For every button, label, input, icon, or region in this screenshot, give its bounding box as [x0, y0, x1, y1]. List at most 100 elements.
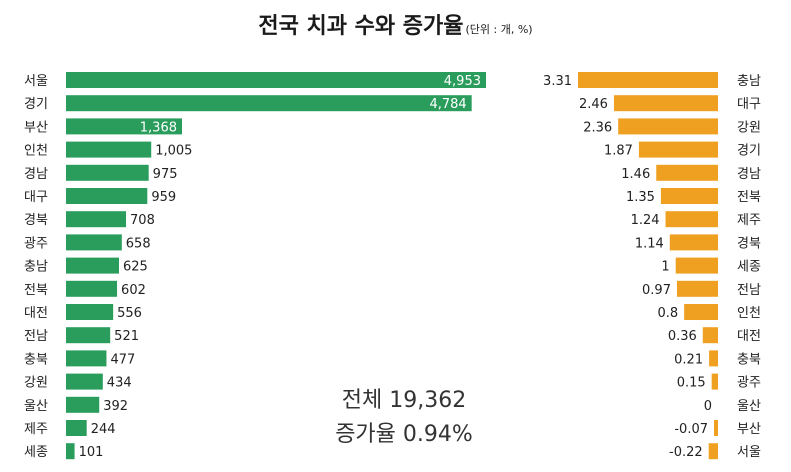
right-bar [711, 373, 718, 390]
left-bar [66, 141, 152, 158]
right-value-label: 1 [661, 260, 669, 275]
left-value-label: 556 [117, 306, 142, 321]
right-category-label: 서울 [737, 445, 761, 460]
right-category-label: 부산 [737, 422, 761, 437]
left-category-label: 서울 [24, 74, 48, 89]
left-value-label: 959 [151, 190, 176, 205]
left-value-label: 1,368 [140, 120, 177, 135]
left-value-label: 975 [153, 167, 178, 182]
right-value-label: -0.07 [674, 422, 708, 437]
left-category-label: 전북 [24, 283, 48, 298]
left-value-label: 101 [79, 445, 104, 460]
left-bar [66, 373, 103, 390]
right-value-label: 0 [704, 399, 712, 414]
right-value-label: 3.31 [543, 74, 572, 89]
right-bar [708, 443, 718, 460]
right-value-label: 1.14 [635, 236, 664, 251]
left-category-label: 인천 [24, 144, 48, 159]
left-category-label: 울산 [24, 399, 48, 414]
right-category-label: 대전 [737, 329, 761, 344]
right-category-label: 광주 [737, 376, 761, 391]
right-bar [613, 95, 718, 112]
left-category-label: 경기 [24, 97, 48, 112]
right-category-label: 경남 [737, 167, 761, 182]
left-bar [66, 327, 111, 344]
left-bar [66, 350, 107, 367]
right-bar [638, 141, 718, 158]
right-bar [702, 327, 718, 344]
right-category-label: 경북 [737, 236, 761, 251]
left-bar [66, 443, 75, 460]
left-value-label: 244 [91, 422, 116, 437]
left-category-label: 경북 [24, 213, 48, 228]
left-value-label: 434 [107, 376, 132, 391]
right-bar [665, 211, 718, 228]
left-category-label: 전남 [24, 329, 48, 344]
right-bar [669, 234, 718, 251]
right-bar [709, 350, 718, 367]
left-bar [66, 304, 114, 320]
left-value-label: 4,953 [444, 74, 481, 89]
left-category-label: 대전 [24, 306, 48, 321]
right-value-label: 2.36 [583, 120, 612, 135]
left-bar [66, 257, 119, 274]
left-category-label: 충북 [24, 352, 48, 367]
left-value-label: 4,784 [429, 97, 466, 112]
left-category-label: 경남 [24, 167, 48, 182]
right-category-label: 인천 [737, 306, 761, 321]
right-category-label: 제주 [737, 213, 761, 228]
left-value-label: 625 [123, 260, 148, 275]
right-bar [675, 257, 718, 274]
left-category-label: 세종 [24, 445, 48, 460]
left-bar [66, 211, 127, 228]
right-value-label: -0.22 [669, 445, 703, 460]
right-value-label: 2.46 [579, 97, 608, 112]
left-bar [66, 396, 100, 413]
left-category-label: 충남 [24, 260, 48, 275]
left-value-label: 477 [110, 352, 135, 367]
right-category-label: 전북 [737, 190, 761, 205]
right-category-label: 울산 [737, 399, 761, 414]
left-category-label: 제주 [24, 422, 48, 437]
left-bar [66, 420, 87, 436]
right-category-label: 경기 [737, 144, 761, 159]
left-category-label: 강원 [24, 376, 48, 391]
left-value-label: 708 [130, 213, 155, 228]
right-bar [656, 164, 718, 181]
right-bar [618, 118, 718, 135]
right-value-label: 1.87 [604, 144, 633, 159]
right-value-label: 1.35 [626, 190, 655, 205]
summary-block: 전체 19,362 증가율 0.94% [304, 384, 504, 452]
title-text: 전국 치과 수와 증가율 [258, 14, 464, 39]
left-value-label: 1,005 [155, 144, 192, 159]
right-value-label: 0.97 [642, 283, 671, 298]
right-category-label: 전남 [737, 283, 761, 298]
summary-rate: 증가율 0.94% [335, 422, 473, 447]
left-value-label: 602 [121, 283, 146, 298]
left-category-label: 광주 [24, 236, 48, 251]
right-bar [660, 188, 718, 204]
right-value-label: 0.36 [668, 329, 697, 344]
chart-title: 전국 치과 수와 증가율 (단위 : 개, %) [0, 8, 791, 40]
right-bar [578, 72, 718, 88]
left-bar [66, 118, 183, 135]
left-bar [66, 72, 486, 88]
right-value-label: 1.46 [621, 167, 650, 182]
left-category-label: 부산 [24, 120, 48, 135]
right-bar [714, 420, 718, 436]
summary-total: 전체 19,362 [341, 388, 467, 413]
right-value-label: 0.21 [674, 352, 703, 367]
right-value-label: 1.24 [631, 213, 660, 228]
right-value-label: 0.15 [677, 376, 706, 391]
left-value-label: 658 [126, 236, 151, 251]
left-bar [66, 280, 118, 297]
left-value-label: 521 [114, 329, 139, 344]
right-value-label: 0.8 [657, 306, 678, 321]
unit-note: (단위 : 개, %) [465, 23, 533, 36]
right-bar [676, 280, 718, 297]
left-category-label: 대구 [24, 190, 48, 205]
left-bar [66, 234, 122, 251]
right-bar [684, 304, 718, 320]
right-category-label: 세종 [737, 260, 761, 275]
